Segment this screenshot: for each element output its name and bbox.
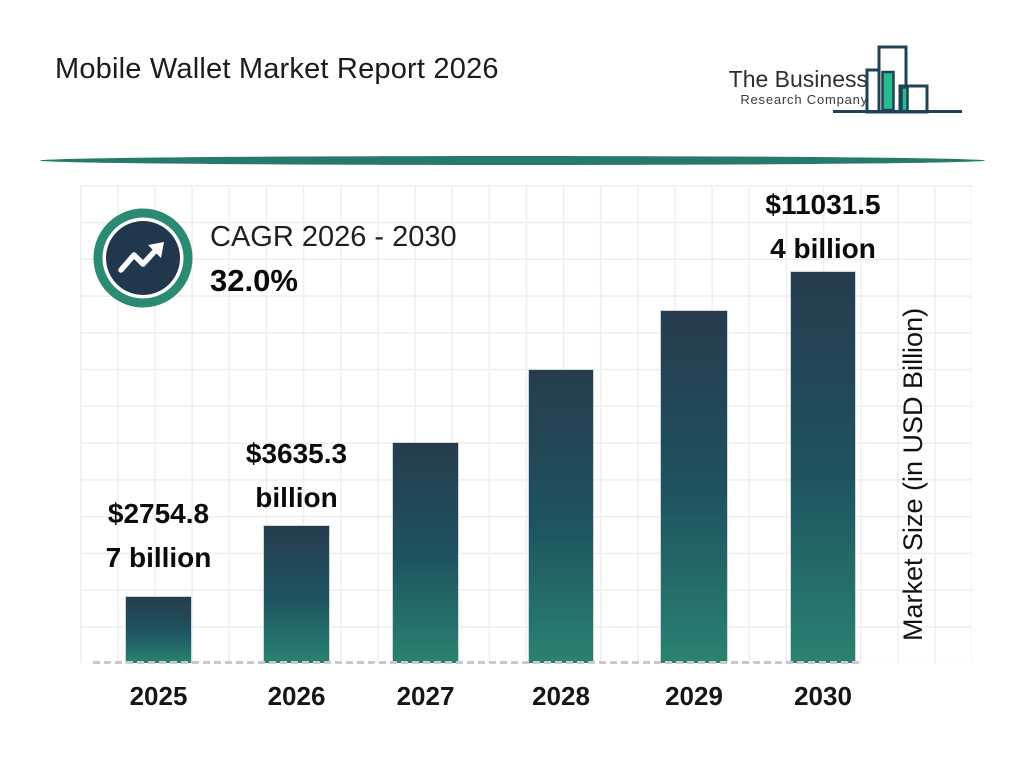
logo-line1: The Business: [728, 66, 868, 92]
cagr-label: CAGR 2026 - 2030: [210, 221, 457, 253]
logo-line2: Research Company: [740, 92, 868, 108]
x-tick-2025: 2025: [129, 681, 188, 711]
value-label-2026: $3635.3 billion: [245, 438, 348, 513]
value-label-2030: $11031.5 4 billion: [765, 189, 881, 264]
bar-2029: [660, 310, 728, 663]
company-logo-icon: [833, 45, 962, 114]
y-axis-label: Market Size (in USD Billion): [898, 307, 928, 641]
value-label-2025: $2754.8 7 billion: [105, 498, 212, 573]
x-axis-baseline: [93, 661, 859, 664]
x-tick-2029: 2029: [665, 681, 723, 711]
x-tick-2028: 2028: [532, 681, 590, 711]
bar-2028: [528, 369, 594, 663]
bar-2026: [263, 525, 330, 663]
trending-up-icon: [93, 208, 193, 308]
x-tick-2030: 2030: [794, 681, 852, 711]
cagr-value: 32.0%: [210, 263, 298, 298]
bar-2027: [392, 442, 459, 663]
divider-line: [40, 156, 985, 165]
company-logo-text: The Business Research Company: [700, 67, 868, 107]
bar-2030: [790, 271, 856, 663]
x-tick-2027: 2027: [396, 681, 455, 711]
x-tick-2026: 2026: [267, 681, 326, 711]
bar-2025: [125, 596, 192, 663]
page-title: Mobile Wallet Market Report 2026: [55, 53, 499, 85]
